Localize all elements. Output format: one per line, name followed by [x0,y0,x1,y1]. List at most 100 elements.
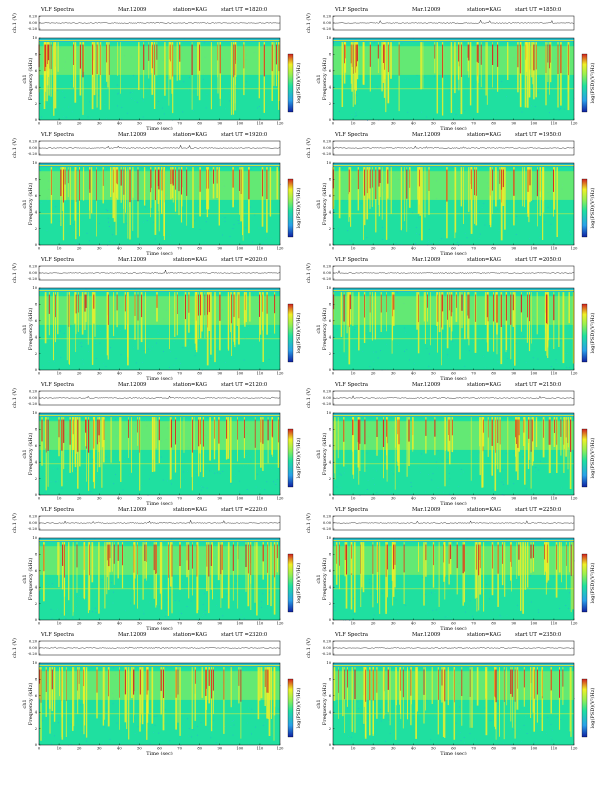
x-tick-label: 60 [451,372,456,376]
y-tick-label: 4 [329,85,332,89]
spectrogram-panel: VLF Spectra Mar.12009 station=KAG start UT … [305,632,596,755]
y-tick-label: 0 [329,118,332,122]
x-tick-label: 0 [332,122,335,126]
x-tick-label: 20 [77,247,82,251]
y-tick-label: 8 [35,53,38,57]
y-tick-label: 8 [35,303,38,307]
y-tick-label: 2 [329,352,331,356]
voltage-axis-label: ch.1 (V) [11,388,18,408]
y-axis-label: Frequency (kHz) [321,308,328,351]
x-axis-label: Time (sec) [440,375,466,380]
spectrogram-panel: VLF Spectra Mar.12009 station=KAG start UT … [305,7,596,130]
x-tick-label: 20 [371,497,376,501]
spectrogram-panel: VLF Spectra Mar.12009 station=KAG start UT … [11,7,302,130]
y-tick-label: 2 [35,227,37,231]
panel-station: station=KAG [467,507,501,513]
x-tick-label: 60 [451,622,456,626]
y-tick-label: 0 [329,743,332,747]
y-tick-label: 2 [329,102,331,106]
x-tick-label: 60 [157,372,162,376]
x-tick-label: 120 [571,497,579,501]
voltage-tick-label: 0.20 [323,265,332,269]
panel-station: station=KAG [173,632,207,638]
x-tick-label: 20 [371,622,376,626]
voltage-tick-label: 0.00 [29,21,38,25]
x-axis-label: Time (sec) [146,625,172,630]
x-tick-label: 40 [411,247,416,251]
y-tick-label: 6 [35,319,38,323]
x-tick-label: 0 [38,747,41,751]
y-tick-label: 0 [35,743,38,747]
x-tick-label: 50 [137,747,142,751]
x-tick-label: 70 [177,622,182,626]
x-tick-label: 60 [451,247,456,251]
colorbar-label: log(PSD)(V²/Hz) [589,563,596,604]
y-tick-label: 10 [32,661,37,665]
x-tick-label: 30 [97,372,102,376]
x-tick-label: 100 [236,247,244,251]
y-tick-label: 6 [329,694,332,698]
x-tick-label: 80 [491,747,496,751]
x-tick-label: 10 [351,747,356,751]
y-tick-label: 2 [329,727,331,731]
colorbar-label: log(PSD)(V²/Hz) [295,63,302,104]
y-tick-label: 2 [35,102,37,106]
x-tick-label: 30 [97,622,102,626]
x-tick-label: 110 [550,622,558,626]
voltage-tick-label: -0.20 [322,152,332,156]
y-tick-label: 6 [35,69,38,73]
voltage-tick-label: 0.00 [323,521,332,525]
panel-title: VLF Spectra [334,382,368,388]
y-tick-label: 2 [35,477,37,481]
panel-title: VLF Spectra [334,7,368,13]
panel-station: station=KAG [467,257,501,263]
panel-start-time: start UT =1920:0 [221,132,267,138]
y-axis-label: Frequency (kHz) [27,558,34,601]
y-tick-label: 8 [329,678,332,682]
voltage-tick-label: 0.20 [29,390,38,394]
x-tick-label: 100 [236,122,244,126]
y-tick-label: 6 [329,319,332,323]
channel-label: ch1 [316,324,322,333]
x-tick-label: 30 [97,497,102,501]
voltage-frame [332,515,575,531]
x-tick-label: 10 [351,247,356,251]
panel-station: station=KAG [173,132,207,138]
voltage-trace [38,144,281,149]
x-tick-label: 90 [217,247,222,251]
x-tick-label: 60 [157,497,162,501]
y-tick-label: 6 [35,194,38,198]
x-tick-label: 20 [77,497,82,501]
channel-label: ch1 [316,74,322,83]
x-tick-label: 120 [571,247,579,251]
y-tick-label: 10 [326,661,331,665]
x-tick-label: 40 [411,122,416,126]
x-tick-label: 40 [117,247,122,251]
x-tick-label: 90 [511,622,516,626]
x-tick-label: 0 [38,122,41,126]
y-tick-label: 6 [329,444,332,448]
panel-start-time: start UT =2220:0 [221,507,267,513]
x-tick-label: 40 [117,372,122,376]
x-tick-label: 110 [550,247,558,251]
y-tick-label: 0 [35,618,38,622]
x-tick-label: 10 [351,372,356,376]
panel-start-time: start UT =1820:0 [221,7,267,13]
y-tick-label: 4 [329,210,332,214]
x-tick-label: 100 [236,747,244,751]
x-tick-label: 60 [451,497,456,501]
voltage-axis-label: ch.1 (V) [305,13,312,33]
y-axis-label: Frequency (kHz) [321,558,328,601]
x-tick-label: 0 [332,622,335,626]
panel-title: VLF Spectra [334,132,368,138]
y-tick-label: 10 [326,286,331,290]
colorbar [287,678,294,738]
x-tick-label: 80 [491,247,496,251]
x-tick-label: 100 [530,122,538,126]
x-tick-label: 70 [177,122,182,126]
voltage-axis-label: ch.1 (V) [305,138,312,158]
x-tick-label: 100 [530,247,538,251]
x-axis-label: Time (sec) [440,250,466,255]
y-tick-label: 4 [35,210,38,214]
x-tick-label: 80 [197,247,202,251]
